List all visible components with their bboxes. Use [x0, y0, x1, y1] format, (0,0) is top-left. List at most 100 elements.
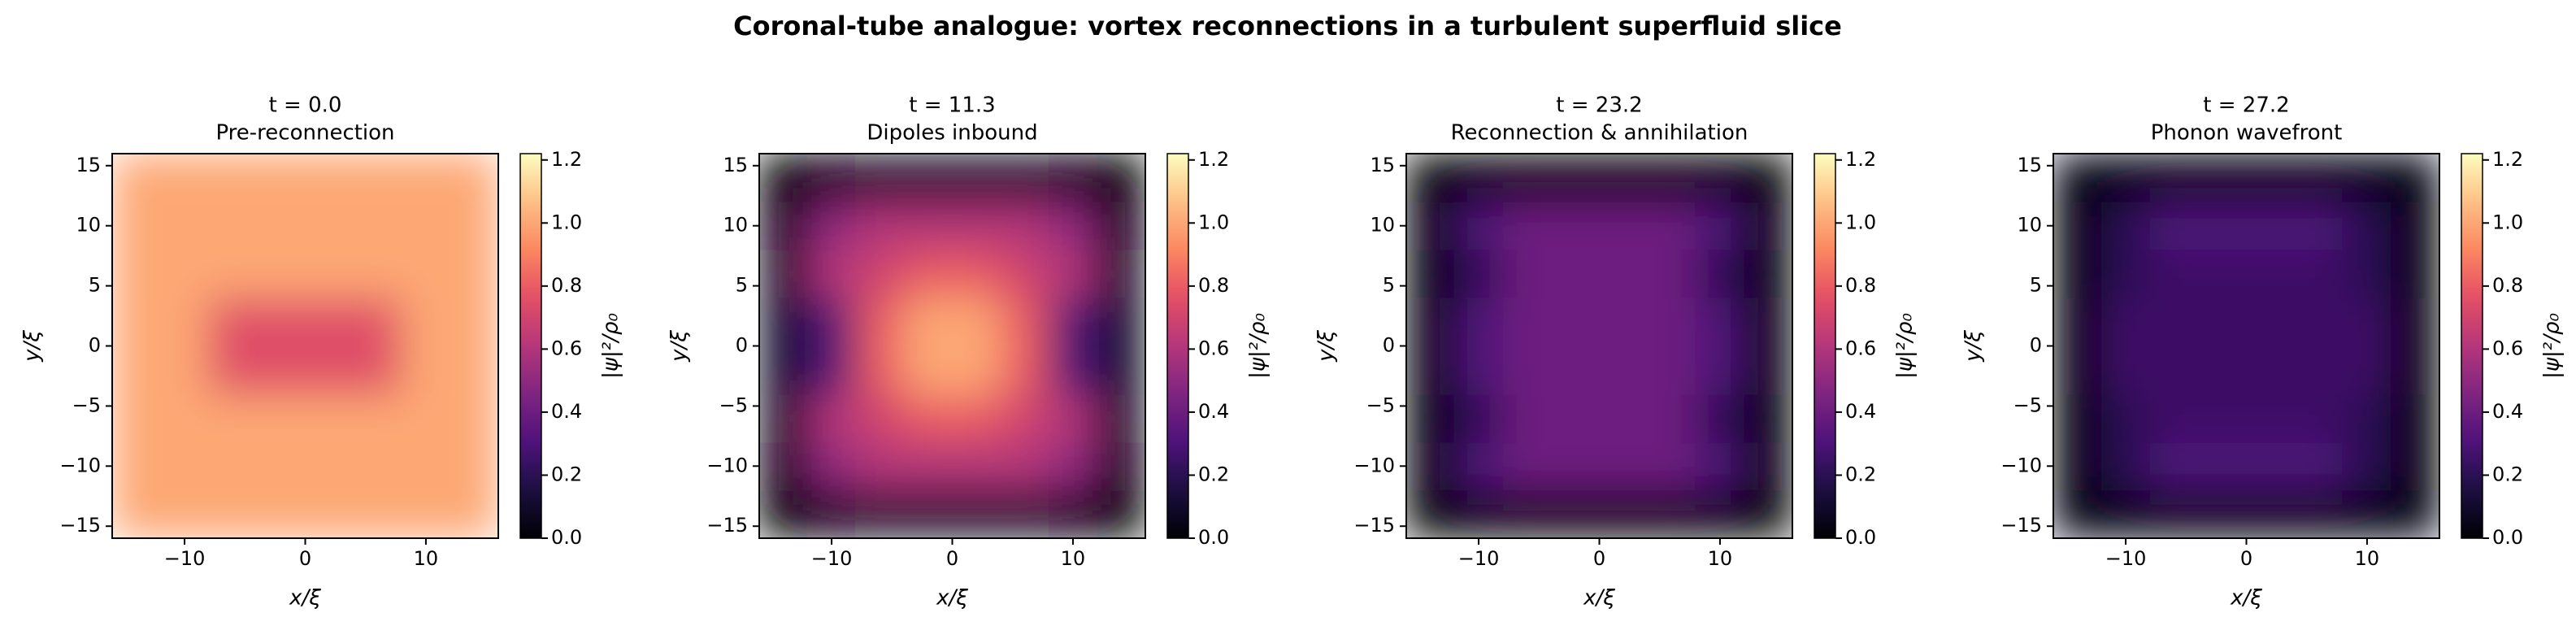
heatmap-cell — [2342, 489, 2392, 538]
colorbar-label: |ψ|²/ρ₀ — [1893, 313, 1918, 379]
x-axis-label: x/ξ — [936, 586, 968, 611]
colorbar-tick-label: 0.2 — [1845, 463, 1876, 485]
heatmap-cell — [112, 201, 161, 250]
heatmap-cell — [1695, 393, 1745, 443]
heatmap-cell — [2149, 297, 2199, 346]
heatmap-cell — [806, 297, 857, 346]
colorbar — [2461, 153, 2483, 539]
heatmap-cell — [2197, 297, 2247, 346]
heatmap-cell — [2391, 297, 2439, 346]
heatmap-cell — [256, 346, 306, 395]
heatmap-cell — [208, 393, 258, 443]
heatmap-cell — [401, 297, 451, 346]
heatmap-cell — [952, 393, 1001, 443]
colorbar-tick-label: 0.0 — [1198, 526, 1229, 549]
y-tick-label: −10 — [1353, 454, 1395, 476]
colorbar-tick-label: 1.0 — [1198, 211, 1229, 233]
heatmap-cell — [806, 393, 857, 443]
heatmap-cell — [1453, 201, 1504, 250]
heatmap-cell — [2294, 393, 2344, 443]
heatmap-cell — [1550, 249, 1600, 298]
panel-subtitle: Reconnection & annihilation — [1451, 121, 1748, 146]
colorbar-tick-label: 1.2 — [2492, 148, 2523, 171]
x-tick-label: 10 — [1061, 547, 1086, 570]
heatmap-cell — [256, 249, 306, 298]
heatmap-cell — [353, 297, 402, 346]
heatmap-cell — [1550, 441, 1600, 491]
heatmap-cell — [450, 297, 498, 346]
heatmap-cell — [903, 297, 953, 346]
heatmap-cell — [2053, 297, 2102, 346]
y-tick-label: −10 — [2000, 454, 2042, 476]
heatmap-cell — [2149, 393, 2199, 443]
colorbar-tick-label: 0.4 — [551, 400, 582, 423]
heatmap-cell — [305, 249, 354, 298]
heatmap-cell — [1000, 154, 1049, 202]
y-tick-label: −15 — [2000, 514, 2042, 537]
heatmap-cell — [1502, 201, 1552, 250]
heatmap-cell — [1695, 201, 1745, 250]
panel-title: t = 27.2 — [2203, 93, 2289, 118]
heatmap-cell — [1000, 201, 1049, 250]
heatmap-cell — [1695, 297, 1745, 346]
heatmap-cell — [1647, 346, 1696, 395]
heatmap-cell — [759, 249, 808, 298]
heatmap-cell — [2100, 346, 2151, 395]
heatmap-cell — [1599, 441, 1649, 491]
heatmap-cell — [1406, 441, 1455, 491]
heatmap-cell — [1453, 393, 1504, 443]
heatmap-cell — [1502, 489, 1552, 538]
heatmap-cell — [450, 393, 498, 443]
heatmap-cell — [256, 201, 306, 250]
heatmap-cell — [1599, 346, 1649, 395]
heatmap-cell — [1048, 297, 1098, 346]
heatmap-cell — [1599, 297, 1649, 346]
heatmap-cell — [2246, 346, 2296, 395]
heatmap-cell — [208, 201, 258, 250]
heatmap-cell — [903, 441, 953, 491]
heatmap-cell — [208, 154, 258, 202]
heatmap-cell — [1453, 297, 1504, 346]
heatmap-cell — [1453, 154, 1504, 202]
x-tick-label: −10 — [811, 547, 853, 570]
heatmap-cell — [806, 441, 857, 491]
heatmap-cell — [1453, 249, 1504, 298]
heatmap-cell — [401, 346, 451, 395]
heatmap-cell — [759, 297, 808, 346]
heatmap-cell — [2246, 201, 2296, 250]
heatmap-cell — [1406, 201, 1455, 250]
heatmap-cell — [2197, 489, 2247, 538]
heatmap-cell — [1502, 249, 1552, 298]
colorbar-tick-label: 0.8 — [551, 274, 582, 297]
heatmap-cell — [1097, 201, 1145, 250]
heatmap-cell — [2149, 154, 2199, 202]
heatmap-cell — [1097, 441, 1145, 491]
heatmap-cell — [401, 249, 451, 298]
heatmap-cell — [2391, 393, 2439, 443]
heatmap-cell — [305, 489, 354, 538]
heatmap-cell — [2197, 154, 2247, 202]
x-tick-label: 10 — [2355, 547, 2380, 570]
heatmap-cell — [952, 154, 1001, 202]
heatmap-cell — [2053, 393, 2102, 443]
heatmap-cell — [401, 201, 451, 250]
heatmap-cell — [2342, 154, 2392, 202]
heatmap-cell — [903, 154, 953, 202]
heatmap — [759, 154, 1145, 538]
heatmap-cell — [353, 441, 402, 491]
x-axis-label: x/ξ — [1583, 586, 1615, 611]
x-tick-label: 0 — [299, 547, 311, 570]
colorbar-tick-label: 0.8 — [1845, 274, 1876, 297]
heatmap-cell — [1744, 393, 1792, 443]
heatmap-cell — [208, 489, 258, 538]
heatmap-cell — [1647, 154, 1696, 202]
colorbar-tick-label: 0.6 — [2492, 337, 2523, 359]
heatmap-cell — [2342, 297, 2392, 346]
heatmap-cell — [2294, 441, 2344, 491]
heatmap-cell — [759, 201, 808, 250]
heatmap-cell — [903, 201, 953, 250]
heatmap-cell — [1599, 489, 1649, 538]
heatmap-cell — [1647, 489, 1696, 538]
x-axis-label: x/ξ — [289, 586, 321, 611]
heatmap-cell — [159, 154, 210, 202]
